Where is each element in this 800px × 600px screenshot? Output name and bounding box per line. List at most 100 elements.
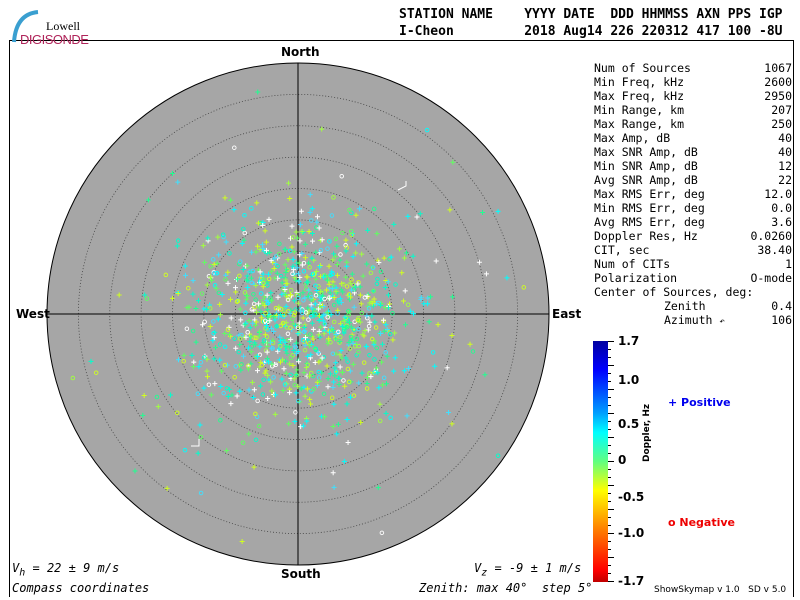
source-negative — [325, 315, 330, 320]
source-positive — [268, 258, 274, 264]
source-positive — [269, 298, 275, 304]
source-positive — [205, 235, 211, 241]
source-negative — [372, 357, 377, 362]
source-negative — [288, 372, 293, 378]
source-positive — [308, 401, 314, 407]
source-positive — [244, 296, 250, 302]
source-positive — [312, 360, 318, 366]
source-positive — [243, 277, 249, 283]
source-positive — [357, 206, 363, 212]
stat-label: Num of Sources — [594, 61, 691, 75]
stat-row: Avg RMS Err, deg 3.6 — [594, 215, 792, 229]
source-negative — [234, 299, 240, 304]
source-positive — [263, 322, 269, 328]
source-negative — [345, 366, 351, 372]
source-positive — [244, 273, 250, 279]
source-positive — [376, 260, 382, 266]
source-positive — [257, 328, 263, 334]
source-positive — [370, 303, 376, 309]
source-positive — [314, 214, 320, 220]
source-negative — [349, 277, 354, 282]
source-negative — [301, 269, 307, 274]
source-positive — [295, 271, 301, 277]
source-negative — [343, 242, 348, 248]
source-positive — [279, 376, 285, 382]
source-positive — [378, 302, 384, 308]
source-positive — [332, 254, 338, 260]
source-negative — [285, 297, 291, 303]
source-negative — [388, 415, 393, 421]
source-negative — [211, 331, 216, 336]
source-positive — [353, 250, 359, 256]
source-positive — [283, 269, 289, 275]
source-positive — [190, 278, 196, 284]
source-positive — [347, 297, 353, 303]
source-negative — [284, 325, 290, 330]
colorbar-label: Doppler, Hz — [642, 403, 652, 462]
source-positive — [322, 414, 328, 420]
source-positive — [208, 392, 214, 398]
zenith-note: Zenith: max 40° step 5° — [419, 581, 593, 595]
source-positive — [359, 251, 365, 257]
source-positive — [356, 380, 362, 386]
stat-row: CIT, sec 38.40 — [594, 243, 792, 257]
source-positive — [175, 357, 181, 363]
colorbar-tick — [608, 493, 611, 494]
source-positive — [426, 319, 432, 325]
stat-label: Num of CITs — [594, 257, 671, 271]
source-positive — [327, 290, 333, 296]
source-negative — [242, 290, 248, 295]
source-negative — [305, 362, 311, 368]
source-positive — [253, 322, 259, 328]
source-negative — [295, 325, 301, 330]
source-negative — [236, 349, 242, 355]
source-positive — [239, 538, 245, 544]
vz-readout: Vz = -9 ± 1 m/s — [474, 561, 581, 578]
source-negative — [364, 386, 370, 391]
colorbar-tick — [608, 429, 611, 430]
source-positive — [336, 381, 342, 387]
source-positive — [248, 334, 254, 340]
source-positive — [175, 179, 181, 185]
source-positive — [375, 257, 381, 263]
source-positive — [381, 255, 387, 261]
source-positive — [326, 336, 332, 342]
source-positive — [401, 368, 407, 374]
source-negative — [367, 352, 372, 358]
source-negative — [374, 281, 380, 287]
source-positive — [116, 292, 122, 298]
source-negative — [292, 382, 297, 388]
stat-label: Max Freq, kHz — [594, 89, 685, 103]
source-positive — [243, 300, 249, 306]
source-positive — [195, 450, 201, 456]
source-positive — [298, 424, 304, 430]
stat-row: Max Amp, dB 40 — [594, 131, 792, 145]
source-positive — [316, 317, 322, 323]
source-positive — [309, 231, 315, 237]
source-positive — [217, 312, 223, 318]
stat-value: 207 — [771, 103, 792, 117]
source-positive — [213, 345, 219, 351]
source-positive — [296, 359, 302, 365]
source-negative — [181, 358, 186, 364]
source-positive — [339, 369, 345, 375]
source-positive — [358, 419, 364, 425]
source-positive — [269, 388, 275, 394]
source-negative — [290, 271, 295, 277]
source-negative — [252, 335, 257, 340]
source-negative — [366, 306, 372, 311]
source-positive — [191, 359, 197, 365]
source-positive — [247, 325, 253, 331]
stat-row: Avg SNR Amp, dB 22 — [594, 173, 792, 187]
stat-label: Min Freq, kHz — [594, 75, 685, 89]
source-positive — [283, 358, 289, 364]
source-positive — [331, 484, 337, 490]
source-positive — [281, 366, 287, 372]
source-positive — [234, 393, 240, 399]
source-positive — [504, 275, 510, 281]
source-negative — [212, 282, 218, 288]
source-positive — [307, 396, 313, 402]
source-negative — [495, 453, 501, 458]
colorbar-tick — [608, 445, 611, 446]
source-positive — [340, 324, 346, 330]
